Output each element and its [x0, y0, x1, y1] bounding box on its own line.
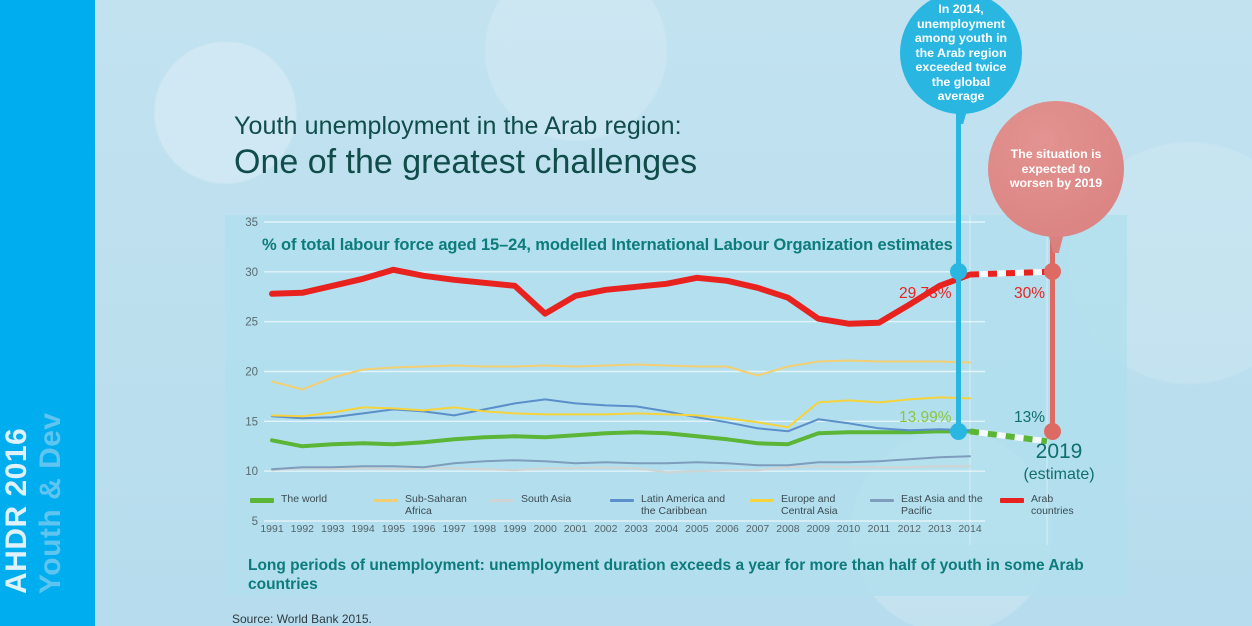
- legend-item: South Asia: [490, 493, 572, 506]
- marker-dot-world-2014: [950, 423, 967, 440]
- x-tick-label: 2003: [624, 523, 648, 535]
- legend-item: Latin America and the Caribbean: [610, 493, 727, 517]
- x-tick-label: 1992: [290, 523, 315, 535]
- legend-label: Arab countries: [1031, 493, 1074, 517]
- chart-panel: 35 30 25 20 15 10 5: [225, 215, 1127, 596]
- brand-title: AHDR 2016: [0, 427, 33, 594]
- page-title: Youth unemployment in the Arab region: O…: [234, 112, 697, 182]
- x-tick-label: 2002: [594, 523, 618, 535]
- x-tick-label: 1999: [503, 523, 527, 535]
- x-tick-label: 1993: [321, 523, 345, 535]
- callout-red: The situation is expected to worsen by 2…: [988, 101, 1124, 237]
- legend-item: Sub-Saharan Africa: [374, 493, 491, 517]
- legend-label: The world: [281, 493, 328, 505]
- x-tick-label: 2010: [836, 523, 861, 535]
- chart-y-axis-labels: 35 30 25 20 15 10 5: [245, 217, 258, 528]
- series-line: [269, 266, 973, 327]
- chart-gridlines: [264, 221, 985, 522]
- series-line: [270, 429, 972, 449]
- chart-projection-lines: [969, 268, 1048, 445]
- legend-label: Latin America and the Caribbean: [641, 493, 726, 517]
- x-tick-label: 2004: [654, 523, 679, 535]
- x-tick-label: 2008: [776, 523, 800, 535]
- x-tick-label: 2001: [563, 523, 588, 535]
- chart-legend: The world Sub-Saharan Africa South Asia Lat…: [250, 493, 1074, 520]
- y-tick-label: 10: [245, 466, 258, 478]
- y-tick-label: 20: [245, 367, 258, 379]
- legend-swatch-icon: [1000, 498, 1024, 503]
- y-tick-label: 30: [245, 267, 258, 279]
- series-line: [271, 455, 971, 471]
- brand-text-group: AHDR 2016 Youth & Dev: [0, 268, 95, 608]
- brand-subtitle: Youth & Dev: [34, 412, 67, 594]
- x-tick-label: 1997: [442, 523, 466, 535]
- label-world-2014: 13.99%: [899, 409, 952, 426]
- x-tick-label: 2006: [715, 523, 739, 535]
- projection-dashed-line: [969, 428, 1048, 445]
- label-arab-2019: 30%: [1014, 285, 1046, 302]
- x-tick-label: 2000: [533, 523, 557, 535]
- marker-dot-arab-2019: [1044, 263, 1061, 280]
- legend-swatch-icon: [374, 499, 398, 502]
- projection-year: 2019: [1035, 440, 1083, 463]
- series-line: [271, 396, 971, 429]
- series-line: [271, 398, 971, 433]
- legend-label: East Asia and the Pacific: [901, 493, 983, 517]
- x-tick-label: 2011: [867, 523, 891, 535]
- projection-year-note: (estimate): [1023, 466, 1095, 483]
- callout-blue-text: In 2014, unemployment among youth in the…: [914, 1, 1008, 104]
- x-tick-label: 2014: [958, 523, 982, 535]
- y-tick-label: 25: [245, 317, 258, 329]
- chart-caption: Long periods of unemployment: unemployme…: [248, 557, 1084, 593]
- x-tick-label: 1991: [260, 523, 284, 535]
- x-tick-label: 1998: [472, 523, 497, 535]
- legend-label: South Asia: [521, 493, 572, 505]
- legend-item: The world: [250, 493, 328, 506]
- y-tick-label: 15: [245, 416, 258, 428]
- legend-swatch-icon: [490, 499, 514, 502]
- legend-label: Sub-Saharan Africa: [405, 493, 467, 517]
- chart-x-axis: 1991 1992 1993 1994 1995 1996 1997 1998 1999 2000…: [225, 523, 1127, 539]
- marker-dot-world-2019: [1044, 423, 1061, 440]
- projection-dashed-line: [969, 268, 1048, 278]
- legend-item: Europe and Central Asia: [750, 493, 867, 517]
- x-tick-label: 1996: [412, 523, 436, 535]
- legend-swatch-icon: [610, 499, 634, 502]
- series-line: [271, 465, 971, 474]
- series-line: [271, 359, 971, 391]
- projection-year-label: 2019 (estimate): [1023, 440, 1094, 484]
- x-tick-label: 2009: [806, 523, 830, 535]
- x-tick-label: 1994: [351, 523, 375, 535]
- x-tick-label: 2007: [745, 523, 770, 535]
- legend-item: East Asia and the Pacific: [870, 493, 987, 517]
- x-tick-label: 1995: [381, 523, 406, 535]
- marker-stem-2019: [1050, 205, 1055, 438]
- callout-blue: In 2014, unemployment among youth in the…: [900, 0, 1022, 114]
- brand-sidebar: AHDR 2016 Youth & Dev: [0, 0, 95, 626]
- legend-item: Arab countries: [1000, 493, 1074, 517]
- legend-swatch-icon: [750, 499, 774, 502]
- legend-label: Europe and Central Asia: [781, 493, 838, 517]
- chart-subtitle: % of total labour force aged 15–24, mode…: [262, 236, 953, 254]
- source-note: Source: World Bank 2015.: [232, 612, 372, 626]
- y-tick-label: 5: [252, 516, 258, 528]
- x-tick-label: 2012: [897, 523, 921, 535]
- label-arab-2014: 29.73%: [899, 285, 952, 302]
- y-tick-label: 35: [245, 217, 258, 229]
- title-line-1: Youth unemployment in the Arab region:: [234, 112, 682, 140]
- x-tick-label: 2005: [685, 523, 709, 535]
- label-world-2019: 13%: [1014, 409, 1046, 426]
- chart-series-lines: [269, 266, 973, 474]
- legend-swatch-icon: [870, 499, 894, 502]
- legend-swatch-icon: [250, 498, 274, 503]
- x-tick-label: 2013: [927, 523, 952, 535]
- callout-red-text: The situation is expected to worsen by 2…: [1009, 146, 1103, 191]
- marker-dot-arab-2014: [950, 263, 967, 280]
- title-line-2: One of the greatest challenges: [234, 143, 698, 181]
